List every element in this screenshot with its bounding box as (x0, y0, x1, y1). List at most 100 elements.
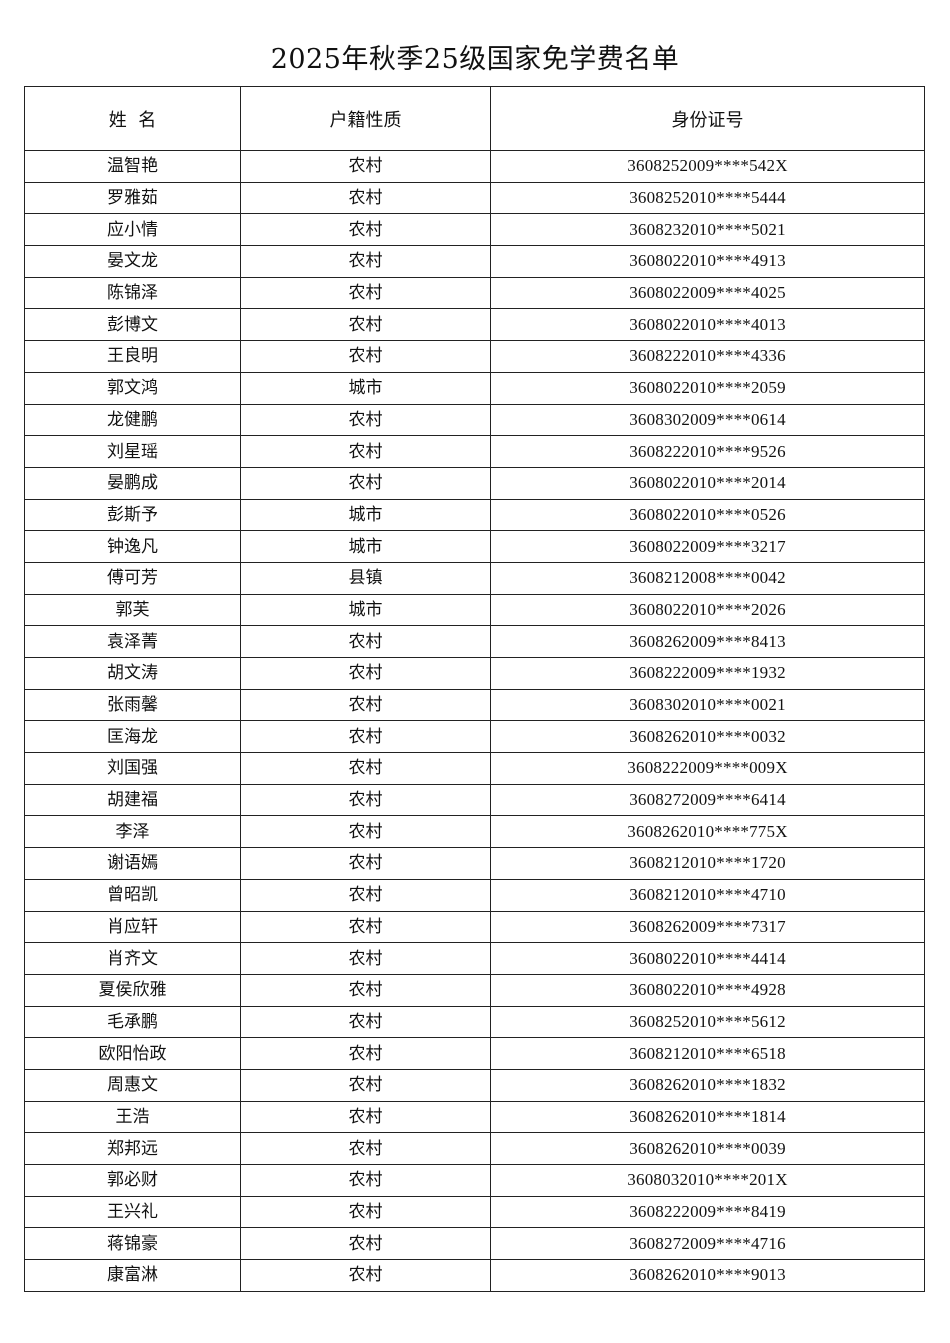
cell-name: 肖应轩 (24, 910, 241, 944)
table-row: 王兴礼 农村 3608222009****8419 (24, 1195, 925, 1229)
cell-id-number: 3608222009****009X (490, 752, 925, 785)
cell-household-type: 城市 (240, 371, 491, 405)
cell-id-number: 3608022010****4414 (490, 942, 925, 975)
cell-household-type: 农村 (240, 308, 491, 342)
cell-name: 刘星瑶 (24, 435, 241, 468)
table-row: 彭斯予 城市 3608022010****0526 (24, 498, 925, 532)
cell-name: 胡文涛 (24, 657, 241, 690)
cell-household-type: 农村 (240, 181, 491, 215)
table-row: 郭芙 城市 3608022010****2026 (24, 593, 925, 627)
cell-household-type: 农村 (240, 625, 491, 658)
cell-name: 晏文龙 (24, 245, 241, 278)
cell-id-number: 3608022010****2026 (490, 593, 925, 627)
cell-name: 刘国强 (24, 752, 241, 785)
cell-id-number: 3608262010****9013 (490, 1259, 925, 1292)
table-row: 夏侯欣雅 农村 3608022010****4928 (24, 973, 925, 1007)
table-row: 欧阳怡政 农村 3608212010****6518 (24, 1037, 925, 1070)
cell-name: 曾昭凯 (24, 878, 241, 912)
cell-id-number: 3608032010****201X (490, 1164, 925, 1197)
table-row: 刘国强 农村 3608222009****009X (24, 752, 925, 785)
table-row: 曾昭凯 农村 3608212010****4710 (24, 878, 925, 912)
cell-id-number: 3608022010****2014 (490, 466, 925, 500)
cell-id-number: 3608302010****0021 (490, 688, 925, 722)
cell-name: 欧阳怡政 (24, 1037, 241, 1070)
cell-household-type: 农村 (240, 213, 491, 247)
cell-name: 周惠文 (24, 1068, 241, 1102)
cell-name: 晏鹏成 (24, 466, 241, 500)
cell-name: 李泽 (24, 815, 241, 849)
cell-household-type: 农村 (240, 720, 491, 754)
table-row: 蒋锦豪 农村 3608272009****4716 (24, 1227, 925, 1261)
cell-id-number: 3608262010****775X (490, 815, 925, 849)
table-row: 温智艳 农村 3608252009****542X (24, 150, 925, 183)
cell-household-type: 农村 (240, 340, 491, 373)
cell-id-number: 3608222010****9526 (490, 435, 925, 468)
cell-name: 陈锦泽 (24, 276, 241, 310)
cell-name: 匡海龙 (24, 720, 241, 754)
cell-id-number: 3608262009****8413 (490, 625, 925, 658)
cell-id-number: 3608212010****4710 (490, 878, 925, 912)
cell-household-type: 农村 (240, 1132, 491, 1165)
cell-name: 郭文鸿 (24, 371, 241, 405)
cell-household-type: 农村 (240, 150, 491, 183)
table-row: 龙健鹏 农村 3608302009****0614 (24, 403, 925, 437)
cell-household-type: 农村 (240, 1195, 491, 1229)
cell-household-type: 县镇 (240, 561, 491, 595)
cell-name: 王兴礼 (24, 1195, 241, 1229)
cell-id-number: 3608252009****542X (490, 150, 925, 183)
table-row: 傅可芳 县镇 3608212008****0042 (24, 561, 925, 595)
table-row: 王良明 农村 3608222010****4336 (24, 340, 925, 373)
header-name: 姓 名 (24, 86, 241, 151)
header-household-type: 户籍性质 (240, 86, 491, 151)
cell-id-number: 3608252010****5444 (490, 181, 925, 215)
cell-name: 应小情 (24, 213, 241, 247)
cell-id-number: 3608232010****5021 (490, 213, 925, 247)
table-header-row: 姓 名 户籍性质 身份证号 (24, 86, 925, 151)
cell-name: 谢语嫣 (24, 847, 241, 880)
cell-household-type: 农村 (240, 245, 491, 278)
cell-id-number: 3608262009****7317 (490, 910, 925, 944)
cell-household-type: 农村 (240, 847, 491, 880)
table-row: 肖齐文 农村 3608022010****4414 (24, 942, 925, 975)
table-row: 罗雅茹 农村 3608252010****5444 (24, 181, 925, 215)
header-id-number: 身份证号 (490, 86, 925, 151)
table-row: 毛承鹏 农村 3608252010****5612 (24, 1005, 925, 1039)
table-row: 胡文涛 农村 3608222009****1932 (24, 657, 925, 690)
cell-name: 袁泽菁 (24, 625, 241, 658)
cell-id-number: 3608252010****5612 (490, 1005, 925, 1039)
table-row: 郭必财 农村 3608032010****201X (24, 1164, 925, 1197)
table-row: 胡建福 农村 3608272009****6414 (24, 783, 925, 817)
table-row: 应小情 农村 3608232010****5021 (24, 213, 925, 247)
table-row: 周惠文 农村 3608262010****1832 (24, 1068, 925, 1102)
cell-name: 郭芙 (24, 593, 241, 627)
cell-name: 夏侯欣雅 (24, 973, 241, 1007)
table-body: 温智艳 农村 3608252009****542X 罗雅茹 农村 3608252010**… (24, 150, 925, 1292)
cell-household-type: 农村 (240, 815, 491, 849)
table-row: 彭博文 农村 3608022010****4013 (24, 308, 925, 342)
cell-household-type: 农村 (240, 276, 491, 310)
cell-id-number: 3608272009****4716 (490, 1227, 925, 1261)
cell-name: 肖齐文 (24, 942, 241, 975)
cell-id-number: 3608022010****4928 (490, 973, 925, 1007)
cell-name: 康富淋 (24, 1259, 241, 1292)
cell-id-number: 3608302009****0614 (490, 403, 925, 437)
cell-household-type: 农村 (240, 1037, 491, 1070)
cell-household-type: 农村 (240, 1227, 491, 1261)
cell-name: 龙健鹏 (24, 403, 241, 437)
table-row: 谢语嫣 农村 3608212010****1720 (24, 847, 925, 880)
table-row: 张雨馨 农村 3608302010****0021 (24, 688, 925, 722)
cell-id-number: 3608022009****3217 (490, 530, 925, 563)
cell-name: 毛承鹏 (24, 1005, 241, 1039)
cell-household-type: 农村 (240, 878, 491, 912)
cell-name: 傅可芳 (24, 561, 241, 595)
cell-name: 罗雅茹 (24, 181, 241, 215)
table-row: 王浩 农村 3608262010****1814 (24, 1100, 925, 1134)
cell-id-number: 3608212010****1720 (490, 847, 925, 880)
cell-household-type: 城市 (240, 593, 491, 627)
cell-household-type: 农村 (240, 1164, 491, 1197)
cell-name: 蒋锦豪 (24, 1227, 241, 1261)
cell-household-type: 城市 (240, 498, 491, 532)
table-row: 匡海龙 农村 3608262010****0032 (24, 720, 925, 754)
cell-name: 王浩 (24, 1100, 241, 1134)
table-row: 晏文龙 农村 3608022010****4913 (24, 245, 925, 278)
